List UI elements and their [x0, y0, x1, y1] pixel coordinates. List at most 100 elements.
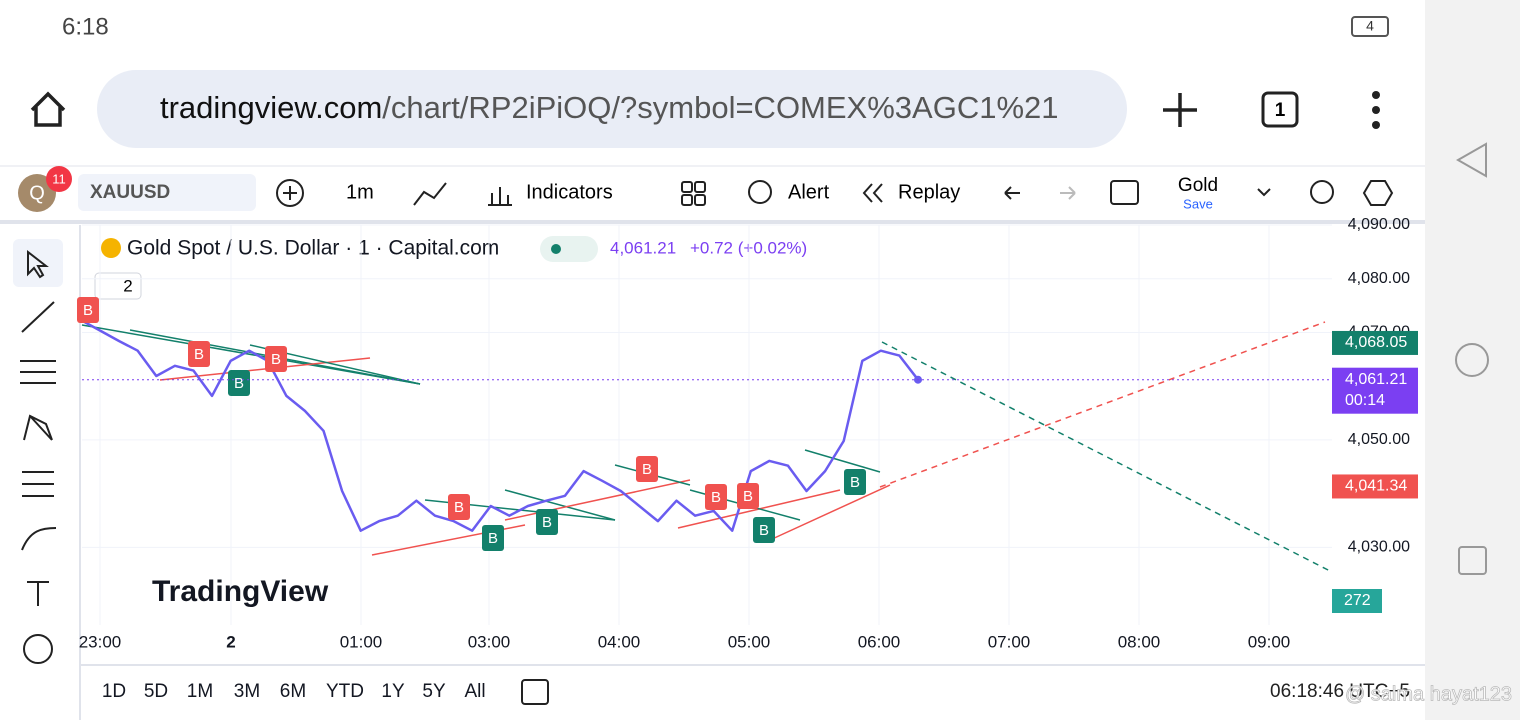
nav-home[interactable]: [1455, 343, 1489, 377]
nav-back[interactable]: [1455, 142, 1487, 178]
signal-label: B: [271, 351, 281, 368]
goto-date[interactable]: [521, 679, 549, 705]
signal-marker: [844, 469, 866, 495]
quick-search[interactable]: [1310, 180, 1334, 204]
y-tick-label: 4,030.00: [1348, 539, 1410, 556]
trend-line: [769, 484, 891, 541]
signal-marker: [265, 346, 287, 372]
x-tick-label: 05:00: [728, 632, 771, 651]
home-button[interactable]: [30, 91, 66, 127]
price-tag: [1332, 330, 1418, 355]
signal-marker: [188, 341, 210, 367]
signal-label: B: [488, 530, 498, 547]
layout-name[interactable]: Gold: [1178, 175, 1218, 196]
url: tradingview.com/chart/RP2iPiOQ/?symbol=C…: [160, 90, 1059, 125]
projection-tool[interactable]: [22, 471, 54, 497]
market-open-dot: [551, 244, 561, 254]
signal-label: B: [542, 514, 552, 531]
y-tick-label: 4,050.00: [1348, 431, 1410, 448]
indicators-icon: [488, 187, 512, 206]
alert-icon: [748, 180, 772, 204]
signal-label: B: [711, 489, 721, 506]
signal-label: B: [743, 488, 753, 505]
interval[interactable]: 1m: [346, 181, 374, 203]
x-tick-label: 04:00: [598, 632, 641, 651]
badge-count: 11: [52, 171, 66, 186]
alert-button[interactable]: Alert: [788, 181, 830, 203]
signal-label: B: [454, 499, 464, 516]
brush-tool[interactable]: [21, 527, 57, 551]
nav-recents[interactable]: [1458, 546, 1487, 575]
projection-line: [881, 341, 1333, 573]
range-button[interactable]: YTD: [326, 681, 364, 702]
indicators-button[interactable]: Indicators: [526, 181, 613, 203]
collapsed-count: 2: [123, 276, 132, 295]
nav-bar: [1425, 0, 1520, 720]
layout-dropdown[interactable]: [1257, 188, 1271, 197]
status-pill: [540, 236, 598, 262]
range-button[interactable]: 1D: [102, 681, 126, 702]
replay-button[interactable]: Replay: [898, 181, 960, 203]
signal-marker: [536, 509, 558, 535]
countdown: 00:14: [1345, 392, 1385, 409]
signal-label: B: [194, 346, 204, 363]
cursor-tool[interactable]: [13, 239, 63, 287]
undo-button[interactable]: [1004, 186, 1020, 200]
trend-line: [504, 489, 616, 521]
fullscreen-button[interactable]: [1110, 180, 1139, 205]
price-tag-label: 4,068.05: [1345, 334, 1407, 351]
price-tag-label: 4,041.34: [1345, 478, 1407, 495]
url-domain: tradingview.com: [160, 90, 382, 125]
range-button[interactable]: 1M: [187, 681, 213, 702]
avatar[interactable]: [18, 174, 56, 212]
menu-button[interactable]: [1372, 91, 1380, 129]
fib-tool[interactable]: [20, 360, 56, 384]
range-button[interactable]: 6M: [280, 681, 306, 702]
layouts-button[interactable]: [681, 181, 706, 206]
signal-marker: [737, 483, 759, 509]
y-tick-label: 4,080.00: [1348, 270, 1410, 287]
time-zone[interactable]: 06:18:46 UTC+5: [1270, 681, 1410, 702]
x-tick-label: 2: [226, 632, 235, 651]
legend-title: Gold Spot / U.S. Dollar · 1 · Capital.co…: [127, 237, 499, 260]
new-tab-button[interactable]: [1163, 93, 1197, 127]
price-tag: [1332, 367, 1418, 414]
signal-marker: [482, 525, 504, 551]
signal-label: B: [83, 302, 93, 319]
range-button[interactable]: 5D: [144, 681, 168, 702]
text-tool[interactable]: [27, 581, 49, 606]
price-tag: [1332, 474, 1418, 499]
x-tick-label: 08:00: [1118, 632, 1161, 651]
address-bar[interactable]: [97, 70, 1127, 148]
signal-marker: [636, 456, 658, 482]
settings-button[interactable]: [1362, 180, 1394, 206]
symbol: XAUUSD: [90, 182, 170, 203]
volume-tag: [1332, 589, 1382, 613]
symbol-search[interactable]: [78, 174, 256, 211]
range-button[interactable]: All: [464, 681, 485, 702]
compare-button[interactable]: [276, 179, 304, 207]
save-label[interactable]: Save: [1183, 196, 1213, 211]
redo-button[interactable]: [1060, 186, 1076, 200]
signal-marker: [228, 370, 250, 396]
emoji-tool[interactable]: [23, 634, 53, 664]
battery-level: 4: [1366, 18, 1374, 34]
x-tick-label: 03:00: [468, 632, 511, 651]
range-button[interactable]: 5Y: [422, 681, 446, 702]
x-tick-label: 01:00: [340, 632, 383, 651]
status-time: 6:18: [62, 13, 109, 40]
signal-label: B: [850, 474, 860, 491]
range-button[interactable]: 1Y: [381, 681, 405, 702]
x-tick-label: 09:00: [1248, 632, 1291, 651]
tabs-button[interactable]: [1261, 91, 1299, 128]
pattern-tool[interactable]: [23, 414, 53, 441]
x-tick-label: 23:00: [79, 632, 122, 651]
trendline-tool[interactable]: [21, 301, 55, 333]
collapse-button[interactable]: [94, 272, 142, 300]
cursor-icon: [27, 249, 49, 279]
signal-marker: [753, 517, 775, 543]
chart-type-button[interactable]: [413, 182, 447, 206]
range-button[interactable]: 3M: [234, 681, 260, 702]
